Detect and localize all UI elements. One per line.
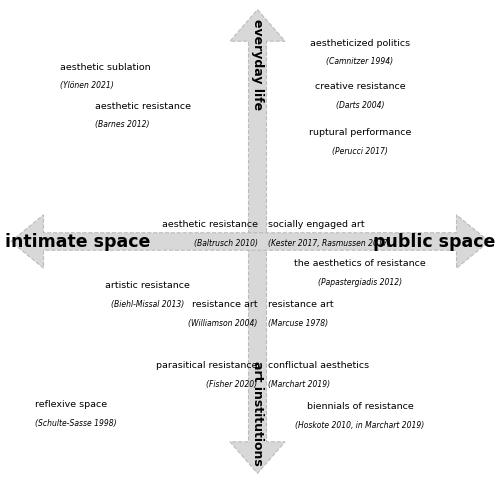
Text: resistance art: resistance art: [192, 300, 258, 309]
Text: (Papastergiadis 2012): (Papastergiadis 2012): [318, 277, 402, 287]
Text: (Baltrusch 2010): (Baltrusch 2010): [194, 239, 258, 248]
Text: conflictual aesthetics: conflictual aesthetics: [268, 360, 368, 369]
Text: (Marchart 2019): (Marchart 2019): [268, 379, 330, 388]
Text: (Biehl-Missal 2013): (Biehl-Missal 2013): [111, 299, 184, 308]
Text: (Darts 2004): (Darts 2004): [336, 101, 384, 110]
Text: (Williamson 2004): (Williamson 2004): [188, 318, 258, 328]
Text: aesthetic resistance: aesthetic resistance: [162, 220, 258, 229]
Text: reflexive space: reflexive space: [35, 399, 107, 408]
Text: resistance art: resistance art: [268, 300, 333, 309]
Text: ruptural performance: ruptural performance: [309, 128, 411, 137]
Polygon shape: [11, 215, 489, 269]
Text: everyday life: everyday life: [251, 19, 264, 110]
Text: (Barnes 2012): (Barnes 2012): [95, 120, 150, 129]
Polygon shape: [230, 11, 285, 473]
Text: (Fisher 2020): (Fisher 2020): [206, 379, 258, 388]
Text: artistic resistance: artistic resistance: [105, 280, 190, 289]
Text: (Kester 2017, Rasmussen 2017): (Kester 2017, Rasmussen 2017): [268, 239, 390, 248]
Text: biennials of resistance: biennials of resistance: [306, 401, 414, 410]
Text: aesthetic resistance: aesthetic resistance: [95, 101, 191, 110]
Text: public space: public space: [372, 233, 495, 251]
Text: socially engaged art: socially engaged art: [268, 220, 364, 229]
Text: (Perucci 2017): (Perucci 2017): [332, 147, 388, 156]
Text: (Camnitzer 1994): (Camnitzer 1994): [326, 57, 394, 66]
Text: intimate space: intimate space: [5, 233, 150, 251]
Text: the aesthetics of resistance: the aesthetics of resistance: [294, 258, 426, 268]
Text: (Hoskote 2010, in Marchart 2019): (Hoskote 2010, in Marchart 2019): [296, 420, 424, 429]
Text: (Ylönen 2021): (Ylönen 2021): [60, 81, 114, 91]
Text: parasitical resistance: parasitical resistance: [156, 360, 258, 369]
Text: art institutions: art institutions: [251, 360, 264, 465]
Text: (Schulte-Sasse 1998): (Schulte-Sasse 1998): [35, 418, 116, 427]
Text: creative resistance: creative resistance: [314, 82, 406, 91]
Text: aesthetic sublation: aesthetic sublation: [60, 62, 150, 72]
Text: (Marcuse 1978): (Marcuse 1978): [268, 318, 328, 328]
Text: aestheticized politics: aestheticized politics: [310, 38, 410, 47]
